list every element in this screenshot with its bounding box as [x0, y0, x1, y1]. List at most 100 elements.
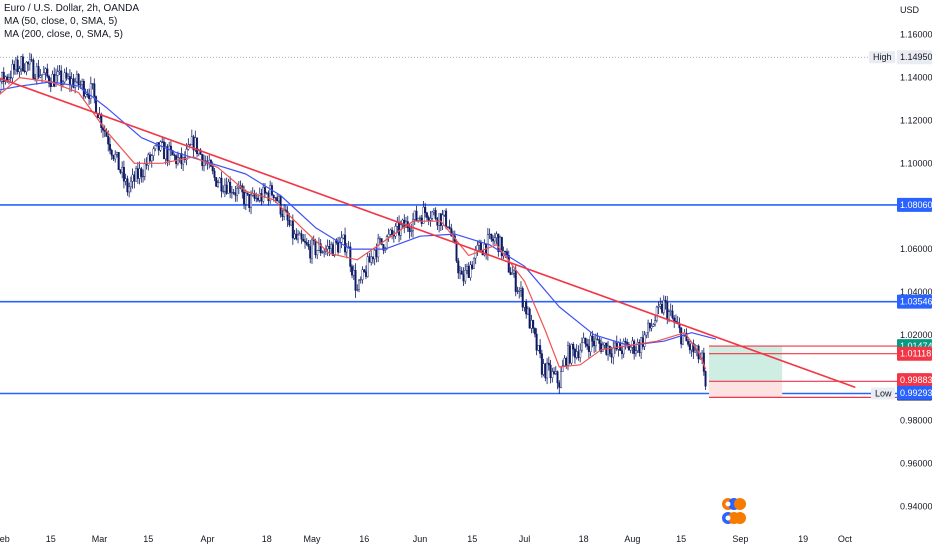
x-tick-label: 15	[467, 534, 477, 544]
ma-slow-legend: MA (200, close, 0, SMA, 5)	[4, 29, 123, 40]
candle-body	[673, 317, 676, 322]
x-tick-label: 18	[262, 534, 272, 544]
candle-body	[584, 337, 587, 345]
candle-body	[526, 308, 529, 315]
candle-body	[446, 226, 449, 228]
candle-body	[328, 245, 331, 249]
candle-body	[323, 251, 326, 253]
candle-body	[39, 75, 42, 78]
candle-body	[626, 341, 629, 345]
ma-fast-line[interactable]	[0, 76, 707, 370]
price-tag-label: 0.99293	[900, 388, 932, 398]
candle-body	[370, 256, 373, 263]
candle-body	[20, 56, 23, 69]
price-tag-label: 1.03546	[900, 297, 932, 307]
candle-body	[272, 194, 275, 199]
candle-body	[553, 371, 556, 374]
candle-body	[563, 357, 566, 366]
ma-slow-line[interactable]	[0, 81, 717, 347]
candle-body	[681, 335, 684, 345]
candle-body	[161, 141, 164, 143]
tradingview-logo-icon	[717, 492, 753, 528]
candle-body	[321, 252, 324, 254]
candle-body	[295, 233, 298, 240]
candle-body	[286, 211, 289, 221]
candle-body	[222, 190, 225, 192]
target-zone[interactable]	[709, 346, 783, 382]
candle-body	[257, 197, 260, 201]
candle-body	[511, 273, 514, 275]
candle-body	[398, 222, 401, 236]
candle-body	[432, 209, 435, 213]
candle-body	[544, 363, 547, 379]
candle-body	[11, 64, 14, 79]
candle-body	[443, 210, 446, 216]
candle-body	[189, 144, 192, 146]
candle-body	[89, 83, 92, 99]
candle-body	[478, 242, 481, 246]
candle-body	[596, 338, 599, 341]
candle-body	[565, 357, 568, 366]
candle-body	[162, 141, 165, 160]
trendline[interactable]	[0, 69, 856, 389]
candle-body	[32, 59, 35, 79]
candle-body	[154, 145, 157, 150]
candle-body	[607, 345, 610, 355]
x-tick-label: 16	[359, 534, 369, 544]
candle-body	[650, 326, 653, 329]
y-tick-label: 1.12000	[900, 115, 932, 125]
candle-body	[378, 238, 381, 240]
candle-body	[561, 365, 564, 372]
candle-body	[124, 178, 127, 182]
candle-body	[704, 371, 707, 387]
stop-zone[interactable]	[709, 381, 783, 398]
y-tick-label: 1.02000	[900, 330, 932, 340]
candlestick-series[interactable]	[0, 52, 707, 394]
price-tag-bg	[897, 197, 932, 212]
candle-body	[255, 197, 258, 199]
candle-body	[371, 256, 374, 260]
candle-body	[72, 78, 75, 88]
candle-body	[671, 310, 674, 319]
candle-body	[215, 177, 218, 187]
candle-body	[358, 279, 361, 290]
candle-body	[394, 225, 397, 237]
candle-body	[575, 351, 578, 358]
candle-body	[340, 237, 343, 243]
candle-body	[281, 214, 284, 217]
candle-body	[373, 250, 376, 260]
candle-body	[570, 344, 573, 364]
candle-body	[479, 242, 482, 251]
candle-body	[573, 349, 576, 358]
candle-body	[472, 257, 475, 269]
candle-body	[580, 342, 583, 351]
candle-body	[42, 72, 45, 75]
candle-body	[119, 169, 122, 173]
y-tick-label: 1.16000	[900, 30, 932, 40]
candle-body	[666, 302, 669, 320]
candle-body	[138, 168, 141, 179]
candle-body	[540, 353, 543, 375]
candle-body	[380, 238, 383, 245]
candle-body	[356, 289, 359, 291]
candle-body	[319, 243, 322, 254]
candle-body	[0, 81, 2, 92]
candle-body	[143, 163, 146, 177]
candle-body	[631, 340, 634, 348]
candle-body	[657, 305, 660, 308]
candle-body	[110, 150, 113, 156]
candle-body	[136, 168, 139, 179]
candle-body	[157, 142, 160, 151]
candle-body	[413, 210, 416, 220]
candle-body	[223, 184, 226, 192]
candle-body	[424, 206, 427, 214]
candle-body	[108, 143, 111, 151]
price-tag-prefix-bg	[869, 51, 895, 64]
candle-body	[664, 299, 667, 303]
candle-body	[316, 250, 319, 256]
price-tag-label: 1.08060	[900, 200, 932, 210]
candle-body	[429, 218, 432, 221]
candle-body	[41, 74, 44, 76]
